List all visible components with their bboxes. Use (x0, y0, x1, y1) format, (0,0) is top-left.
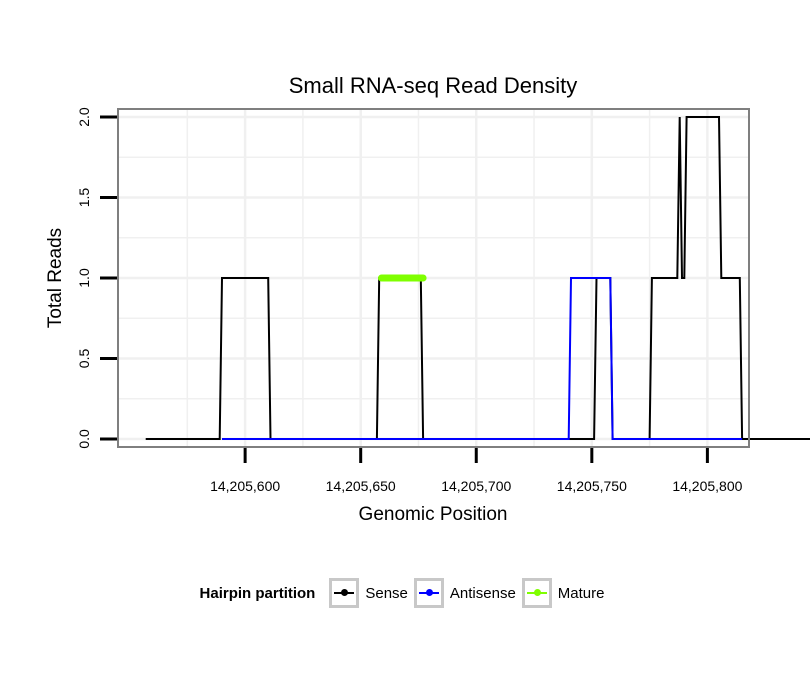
legend-label-sense: Sense (365, 584, 408, 602)
legend-dot-mature (533, 589, 541, 596)
legend-key-mature (521, 578, 552, 608)
x-tick-label: 14,205,650 (326, 478, 396, 494)
legend-item-mature: Mature (521, 578, 605, 608)
series-line-antisense (222, 277, 743, 440)
series-lines (145, 116, 810, 440)
legend: Hairpin partition Sense Antisense Mature (0, 578, 810, 608)
plot-panel-border (117, 108, 750, 448)
axes: 14,205,600 14,205,650 14,205,700 14,205,750… (76, 107, 743, 494)
legend-dot-sense (341, 589, 349, 596)
legend-key-antisense (413, 578, 444, 608)
legend-dot-antisense (425, 589, 433, 596)
legend-title: Hairpin partition (199, 584, 316, 602)
y-tick-label: 2.0 (76, 107, 92, 127)
y-tick-label: 1.5 (76, 188, 92, 208)
legend-item-sense: Sense (329, 578, 408, 608)
x-tick-label: 14,205,800 (672, 478, 742, 494)
x-axis-label: Genomic Position (359, 504, 508, 525)
y-tick-label: 0.0 (76, 429, 92, 449)
y-axis-label: Total Reads (45, 228, 66, 328)
legend-item-antisense: Antisense (413, 578, 516, 608)
chart-title: Small RNA-seq Read Density (289, 73, 578, 98)
y-tick-label: 0.5 (76, 349, 92, 369)
legend-key-sense (329, 578, 360, 608)
x-tick-label: 14,205,700 (441, 478, 511, 494)
x-tick-label: 14,205,600 (210, 478, 280, 494)
x-tick-label: 14,205,750 (557, 478, 627, 494)
legend-label-antisense: Antisense (449, 584, 516, 602)
y-tick-label: 1.0 (76, 268, 92, 288)
legend-label-mature: Mature (557, 584, 605, 602)
